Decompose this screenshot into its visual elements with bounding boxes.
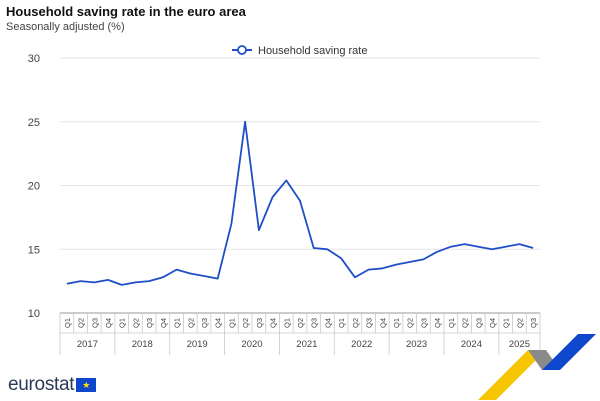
x-tick-quarter: Q3 <box>529 318 538 328</box>
x-tick-quarter: Q2 <box>77 318 86 328</box>
x-tick-quarter: Q2 <box>351 318 360 328</box>
chart-title: Household saving rate in the euro area <box>6 4 246 19</box>
x-axis: Q1 Q2 Q3 Q4 Q1 Q2 Q3 Q4 Q1 Q2 Q3 Q4 Q1 Q2 Q3 Q4 Q1 Q2 Q3 Q4… <box>59 312 541 355</box>
series-line[interactable] <box>66 120 534 286</box>
x-tick-quarter: Q1 <box>502 318 511 328</box>
x-tick-quarter: Q2 <box>186 318 195 328</box>
y-tick-label: 25 <box>28 117 40 129</box>
y-tick-label: 30 <box>28 53 40 65</box>
eu-flag-icon: ★ <box>76 378 97 392</box>
x-tick-quarter: Q4 <box>488 318 497 328</box>
x-tick-quarter: Q1 <box>447 318 456 328</box>
x-tick-quarter: Q2 <box>241 318 250 328</box>
x-tick-year: 2022 <box>351 339 372 350</box>
chart-subtitle: Seasonally adjusted (%) <box>6 21 125 33</box>
x-tick-year: 2020 <box>241 339 262 350</box>
x-tick-quarter: Q4 <box>159 318 168 328</box>
legend[interactable]: Household saving rate <box>232 45 367 57</box>
legend-label: Household saving rate <box>258 45 367 57</box>
x-tick-quarter: Q3 <box>200 318 209 328</box>
x-tick-quarter: Q1 <box>118 318 127 328</box>
x-tick-quarter: Q4 <box>269 318 278 328</box>
x-tick-year: 2023 <box>406 339 427 350</box>
x-tick-quarter: Q4 <box>378 318 387 328</box>
x-tick-quarter: Q1 <box>63 318 72 328</box>
x-tick-quarter: Q4 <box>433 318 442 328</box>
x-tick-quarter: Q1 <box>337 318 346 328</box>
ribbon-yellow <box>478 350 546 400</box>
x-tick-quarter: Q3 <box>419 318 428 328</box>
decorative-ribbon-icon <box>478 334 596 400</box>
x-tick-quarter: Q3 <box>365 318 374 328</box>
series-layer <box>66 120 534 286</box>
x-tick-quarter: Q2 <box>461 318 470 328</box>
eurostat-logo: eurostat ★ <box>8 374 97 396</box>
gridlines <box>60 57 540 250</box>
x-tick-quarter: Q4 <box>214 318 223 328</box>
x-tick-quarter: Q1 <box>227 318 236 328</box>
x-tick-quarter: Q3 <box>474 318 483 328</box>
ribbon-blue <box>542 334 596 370</box>
y-tick-label: 20 <box>28 181 40 193</box>
x-tick-quarter: Q2 <box>131 318 140 328</box>
x-tick-quarter: Q3 <box>90 318 99 328</box>
y-tick-label: 10 <box>28 308 40 320</box>
x-tick-year: 2024 <box>461 339 482 350</box>
y-axis-ticks: 10 15 20 25 30 <box>28 53 40 320</box>
x-tick-quarter: Q1 <box>282 318 291 328</box>
x-tick-year: 2019 <box>187 339 208 350</box>
x-tick-year: 2021 <box>296 339 317 350</box>
x-tick-quarter: Q4 <box>104 318 113 328</box>
x-tick-quarter: Q2 <box>515 318 524 328</box>
legend-circle-marker <box>237 45 247 55</box>
x-tick-quarter: Q2 <box>406 318 415 328</box>
x-tick-year: 2017 <box>77 339 98 350</box>
x-tick-quarter: Q1 <box>392 318 401 328</box>
x-tick-quarter: Q3 <box>145 318 154 328</box>
x-tick-quarter: Q3 <box>310 318 319 328</box>
x-tick-quarter: Q3 <box>255 318 264 328</box>
x-tick-year: 2025 <box>509 339 530 350</box>
x-tick-year: 2018 <box>132 339 153 350</box>
y-tick-label: 15 <box>28 244 40 256</box>
x-tick-quarter: Q1 <box>173 318 182 328</box>
x-tick-quarter: Q4 <box>323 318 332 328</box>
x-tick-quarter: Q2 <box>296 318 305 328</box>
logo-text: eurostat <box>8 374 75 395</box>
